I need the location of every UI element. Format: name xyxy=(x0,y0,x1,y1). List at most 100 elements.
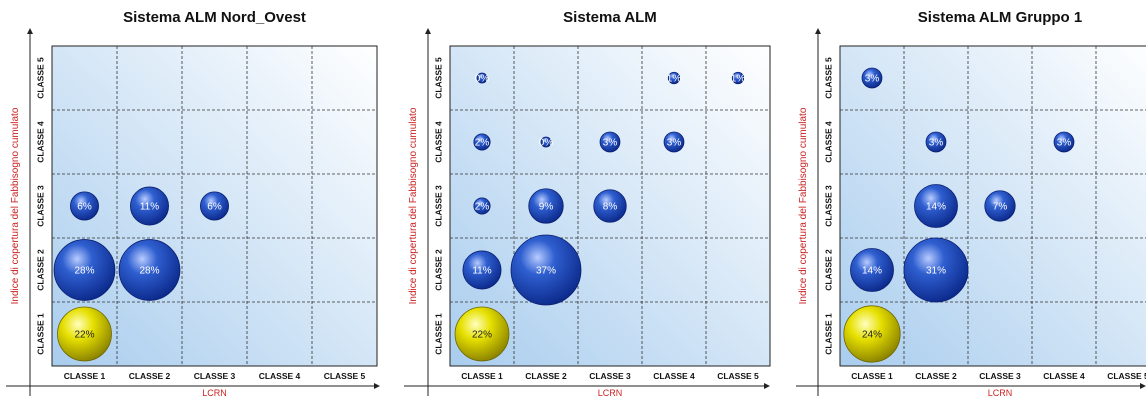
bubble-label: 9% xyxy=(539,202,554,213)
bubble xyxy=(843,305,901,363)
y-axis-title: Indice di copertura del Fabbisogno cumul… xyxy=(10,107,21,304)
x-tick-label: CLASSE 1 xyxy=(461,371,503,381)
x-axis-arrow xyxy=(764,383,770,389)
x-tick-label: CLASSE 5 xyxy=(1107,371,1146,381)
bubble xyxy=(984,190,1016,222)
x-axis-title: LCRN xyxy=(202,388,227,398)
bubble-chart-gruppo-1: Sistema ALM Gruppo 1 CLASSE 1 CLASSE 2 CLAS… xyxy=(796,9,1146,398)
y-tick-label: CLASSE 3 xyxy=(823,185,833,227)
x-tick-label: CLASSE 4 xyxy=(259,371,301,381)
bubble-label: 3% xyxy=(667,138,682,149)
y-tick-label: CLASSE 5 xyxy=(433,57,443,99)
bubble xyxy=(663,131,685,153)
bubble-label: 0% xyxy=(475,74,490,85)
x-axis-arrow xyxy=(374,383,380,389)
bubble-label: 14% xyxy=(926,202,946,213)
bubble-chart-nord-ovest: Sistema ALM Nord_Ovest CLASSE 1 CLASSE 2 CL… xyxy=(6,9,380,398)
bubble-label: 22% xyxy=(74,330,94,341)
x-tick-label: CLASSE 5 xyxy=(717,371,759,381)
y-axis-arrow xyxy=(27,28,33,34)
y-tick-label: CLASSE 2 xyxy=(35,249,45,291)
bubble xyxy=(850,248,894,292)
x-tick-label: CLASSE 1 xyxy=(64,371,106,381)
x-tick-label: CLASSE 4 xyxy=(653,371,695,381)
bubble xyxy=(1053,131,1075,153)
bubble xyxy=(925,131,947,153)
x-tick-label: CLASSE 3 xyxy=(194,371,236,381)
chart-title: Sistema ALM xyxy=(563,9,657,26)
y-tick-label: CLASSE 4 xyxy=(433,121,443,163)
chart-panel-1: Sistema ALM Nord_Ovest CLASSE 1 CLASSE 2 CL… xyxy=(0,0,380,401)
y-tick-label: CLASSE 3 xyxy=(35,185,45,227)
y-tick-label: CLASSE 3 xyxy=(433,185,443,227)
x-tick-label: CLASSE 2 xyxy=(915,371,957,381)
bubble xyxy=(667,71,681,85)
bubble xyxy=(528,188,564,224)
y-tick-label: CLASSE 4 xyxy=(35,121,45,163)
bubble xyxy=(473,197,491,215)
x-tick-label: CLASSE 1 xyxy=(851,371,893,381)
bubble xyxy=(540,136,552,148)
x-axis-title: LCRN xyxy=(598,388,623,398)
y-axis-title: Indice di copertura del Fabbisogno cumul… xyxy=(798,107,809,304)
chart-panel-2: Sistema ALM CLASSE 1 CLASSE 2 CLASSE 3 CLASS… xyxy=(398,0,771,401)
bubble-label: 28% xyxy=(74,266,94,277)
bubble xyxy=(118,239,181,301)
bubble xyxy=(53,239,116,301)
bubble xyxy=(200,191,229,221)
bubble xyxy=(731,71,745,85)
bubble-label: 3% xyxy=(1057,138,1072,149)
y-axis-arrow xyxy=(815,28,821,34)
y-tick-label: CLASSE 2 xyxy=(433,249,443,291)
x-axis-arrow xyxy=(1140,383,1146,389)
bubble xyxy=(476,72,488,84)
y-tick-label: CLASSE 2 xyxy=(823,249,833,291)
y-axis-title: Indice di copertura del Fabbisogno cumul… xyxy=(408,107,419,304)
bubble-label: 2% xyxy=(475,202,490,213)
x-axis-title: LCRN xyxy=(988,388,1013,398)
bubble-chart-alm: Sistema ALM CLASSE 1 CLASSE 2 CLASSE 3 CLASS… xyxy=(404,9,771,398)
bubble-label: 22% xyxy=(472,330,492,341)
x-tick-label: CLASSE 4 xyxy=(1043,371,1085,381)
bubble-label: 24% xyxy=(862,330,882,341)
x-tick-label: CLASSE 3 xyxy=(589,371,631,381)
bubble xyxy=(510,234,582,306)
chart-panel-3: Sistema ALM Gruppo 1 CLASSE 1 CLASSE 2 CLAS… xyxy=(790,0,1146,401)
x-tick-label: CLASSE 3 xyxy=(979,371,1021,381)
bubble xyxy=(593,189,627,223)
bubble xyxy=(130,186,169,226)
bubble xyxy=(454,306,510,362)
bubble-label: 3% xyxy=(929,138,944,149)
bubble xyxy=(57,306,112,362)
y-axis-arrow xyxy=(425,28,431,34)
y-tick-label: CLASSE 1 xyxy=(433,313,443,355)
bubble-label: 14% xyxy=(862,266,882,277)
bubble-label: 31% xyxy=(926,266,946,277)
bubble-label: 1% xyxy=(667,74,682,85)
chart-title: Sistema ALM Gruppo 1 xyxy=(918,9,1082,26)
bubble xyxy=(914,184,958,228)
bubble xyxy=(903,237,969,303)
bubble-label: 8% xyxy=(603,202,618,213)
bubble-label: 11% xyxy=(472,266,491,277)
y-tick-label: CLASSE 5 xyxy=(823,57,833,99)
bubble-label: 6% xyxy=(207,202,222,213)
bubble-label: 0% xyxy=(539,138,554,149)
bubble-label: 37% xyxy=(536,266,556,277)
bubble-label: 2% xyxy=(475,138,490,149)
y-tick-label: CLASSE 1 xyxy=(823,313,833,355)
x-tick-label: CLASSE 2 xyxy=(129,371,171,381)
y-tick-label: CLASSE 4 xyxy=(823,121,833,163)
bubble xyxy=(473,133,491,151)
bubble xyxy=(462,250,502,290)
bubble xyxy=(70,191,99,221)
y-tick-label: CLASSE 1 xyxy=(35,313,45,355)
bubble xyxy=(599,131,621,153)
bubble-label: 11% xyxy=(140,202,159,213)
x-tick-label: CLASSE 2 xyxy=(525,371,567,381)
chart-title: Sistema ALM Nord_Ovest xyxy=(123,9,306,26)
y-tick-label: CLASSE 5 xyxy=(35,57,45,99)
bubble-label: 1% xyxy=(731,74,746,85)
bubble-label: 3% xyxy=(865,74,880,85)
bubble xyxy=(861,67,883,89)
